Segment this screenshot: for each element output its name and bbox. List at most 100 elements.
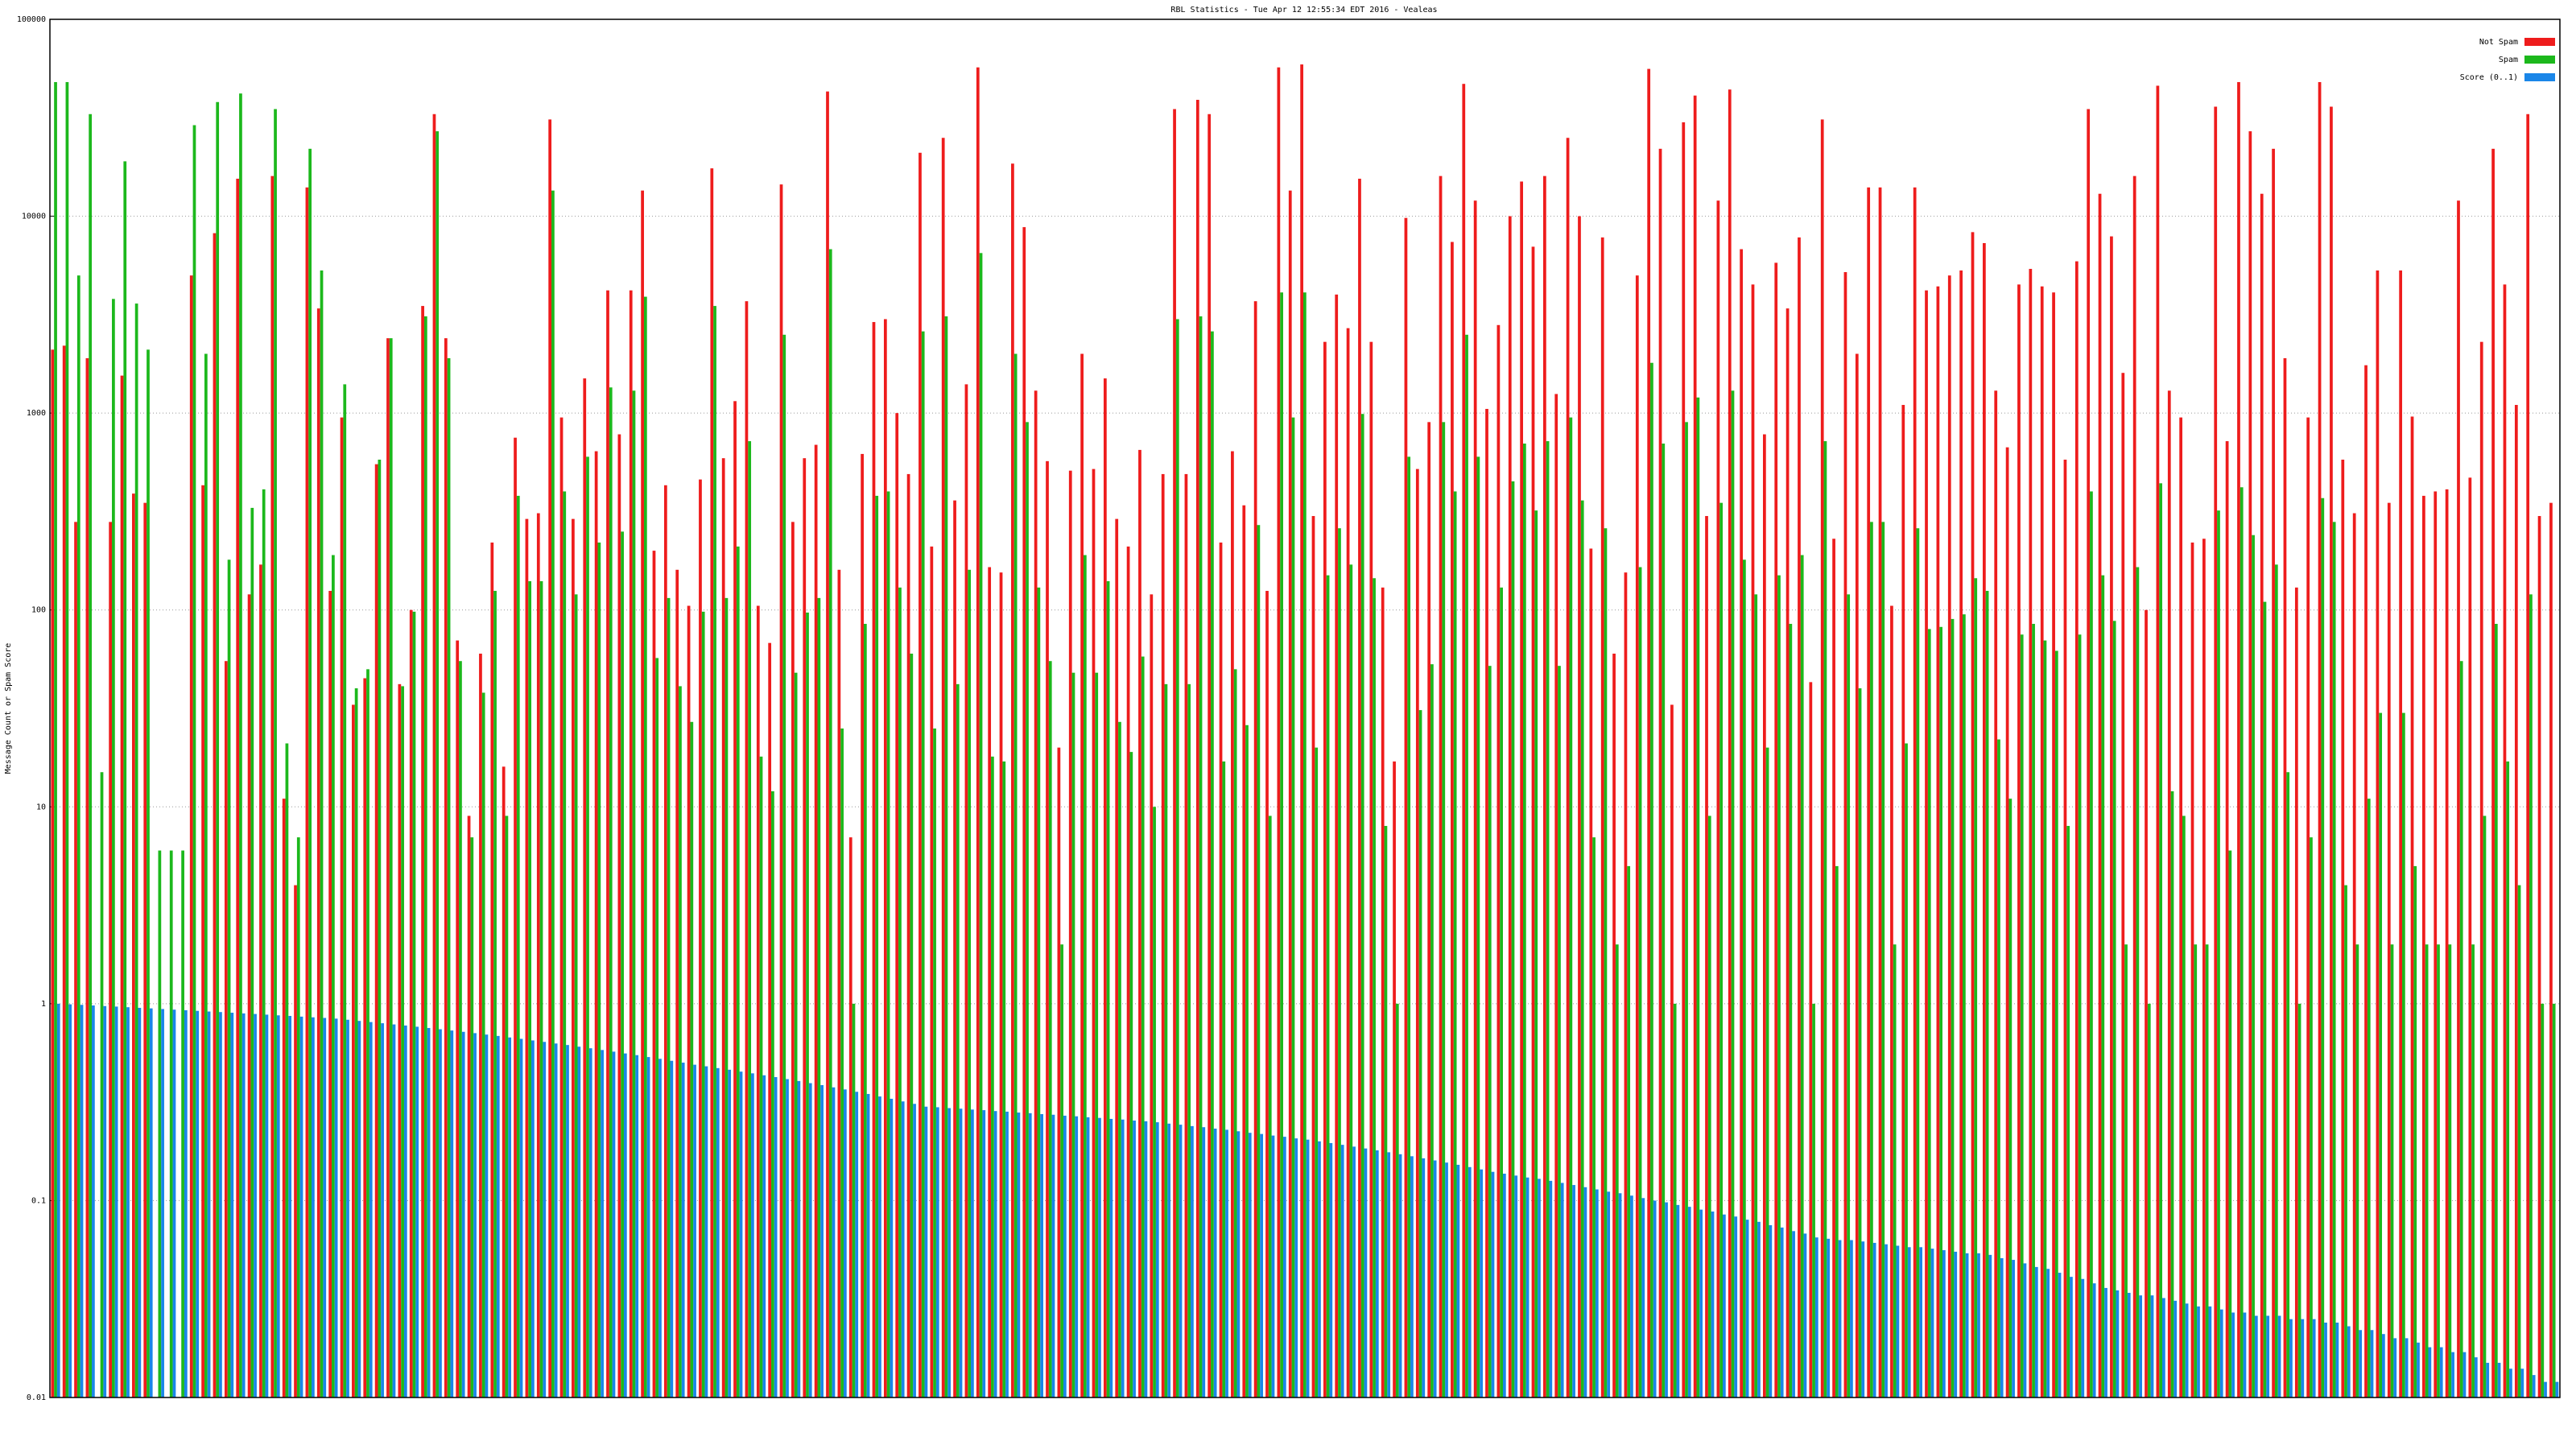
bar bbox=[51, 349, 55, 1398]
bar bbox=[481, 692, 485, 1397]
bar bbox=[2318, 81, 2322, 1398]
bar bbox=[421, 306, 424, 1397]
bar bbox=[713, 306, 716, 1397]
bar bbox=[2413, 865, 2417, 1397]
bar bbox=[710, 168, 714, 1398]
bar bbox=[1534, 510, 1538, 1398]
bar bbox=[1927, 629, 1931, 1397]
bar bbox=[1153, 807, 1156, 1397]
bar bbox=[1798, 237, 1801, 1397]
bar bbox=[690, 721, 694, 1397]
bar bbox=[1907, 1247, 1911, 1397]
bar bbox=[843, 1089, 847, 1397]
bar bbox=[572, 518, 575, 1397]
bar bbox=[1387, 1152, 1391, 1397]
bar bbox=[354, 688, 358, 1397]
bar bbox=[2081, 1278, 2085, 1397]
bar bbox=[1595, 1189, 1599, 1397]
bar bbox=[1191, 1125, 1194, 1397]
bar bbox=[1300, 64, 1303, 1397]
bar bbox=[791, 522, 795, 1397]
plot-area: 0.01 0.1 1 10 100 1000 10000 100000 Not Spam Spam… bbox=[17, 15, 2560, 1402]
bar bbox=[588, 1048, 592, 1397]
bar bbox=[968, 569, 972, 1397]
bar bbox=[1219, 542, 1223, 1397]
bar bbox=[103, 1005, 107, 1397]
chart-title: RBL Statistics - Tue Apr 12 12:55:34 EDT… bbox=[1170, 6, 1437, 14]
bar bbox=[1785, 308, 1790, 1397]
bar bbox=[2205, 944, 2209, 1397]
bar bbox=[2330, 106, 2333, 1397]
bar bbox=[1144, 1121, 1148, 1397]
bar bbox=[207, 1011, 211, 1397]
bar bbox=[2344, 885, 2347, 1397]
bar bbox=[114, 1006, 118, 1397]
bar bbox=[988, 567, 992, 1397]
bar bbox=[947, 1108, 952, 1397]
bar bbox=[1086, 1117, 1090, 1397]
bar bbox=[332, 555, 335, 1398]
bar bbox=[1040, 1113, 1043, 1397]
bar bbox=[1647, 68, 1651, 1397]
bar bbox=[2434, 491, 2438, 1398]
bar bbox=[1430, 664, 1434, 1397]
bar bbox=[2509, 1368, 2512, 1397]
bar bbox=[147, 349, 150, 1398]
bar bbox=[381, 1023, 384, 1397]
bar bbox=[2043, 640, 2047, 1397]
bar bbox=[1905, 743, 1908, 1397]
bar bbox=[2167, 390, 2171, 1397]
bar bbox=[531, 1040, 535, 1397]
bar bbox=[109, 522, 113, 1397]
bar bbox=[459, 661, 462, 1397]
bar bbox=[848, 837, 852, 1397]
bar bbox=[1068, 470, 1072, 1397]
bar bbox=[935, 1107, 939, 1397]
bar bbox=[184, 1009, 188, 1397]
bar bbox=[1005, 1111, 1009, 1397]
bar bbox=[1754, 594, 1758, 1397]
bar bbox=[2445, 489, 2449, 1397]
bar bbox=[693, 1064, 696, 1397]
bar bbox=[2219, 1309, 2223, 1397]
bar bbox=[539, 580, 543, 1397]
bar bbox=[1638, 567, 1642, 1397]
bar bbox=[1901, 405, 1905, 1397]
bar bbox=[1080, 353, 1084, 1397]
bar bbox=[890, 1098, 894, 1397]
bar bbox=[786, 1079, 789, 1397]
bar bbox=[2237, 81, 2240, 1398]
bar bbox=[1404, 217, 1408, 1397]
bar bbox=[1465, 334, 1468, 1397]
bar bbox=[2112, 621, 2116, 1397]
bar bbox=[1208, 114, 1212, 1398]
bar bbox=[1022, 227, 1026, 1397]
bar bbox=[1600, 237, 1604, 1397]
bar bbox=[1843, 272, 1847, 1397]
bar bbox=[1260, 1133, 1263, 1397]
bar bbox=[485, 1034, 489, 1397]
bar bbox=[2263, 601, 2267, 1397]
bar bbox=[447, 357, 451, 1398]
bar bbox=[2439, 1347, 2443, 1397]
bar bbox=[1213, 1129, 1217, 1397]
bar bbox=[461, 1031, 465, 1397]
bar bbox=[2448, 944, 2452, 1397]
bar bbox=[1988, 1254, 1992, 1397]
bar bbox=[1456, 1164, 1460, 1397]
bar bbox=[2310, 837, 2313, 1397]
bar bbox=[820, 1084, 824, 1397]
bar bbox=[1488, 666, 1492, 1397]
bar bbox=[2382, 1334, 2385, 1397]
bar bbox=[2243, 1312, 2247, 1397]
bar bbox=[2032, 623, 2035, 1397]
bar bbox=[2197, 1306, 2200, 1397]
bar bbox=[1491, 1171, 1495, 1397]
bar bbox=[1369, 341, 1373, 1397]
bar bbox=[239, 93, 242, 1397]
y-axis-label: Message Count or Spam Score bbox=[4, 643, 13, 774]
bar bbox=[1326, 575, 1330, 1397]
legend-swatch bbox=[2524, 38, 2555, 46]
bar bbox=[1558, 666, 1561, 1397]
bar bbox=[2541, 1003, 2545, 1397]
